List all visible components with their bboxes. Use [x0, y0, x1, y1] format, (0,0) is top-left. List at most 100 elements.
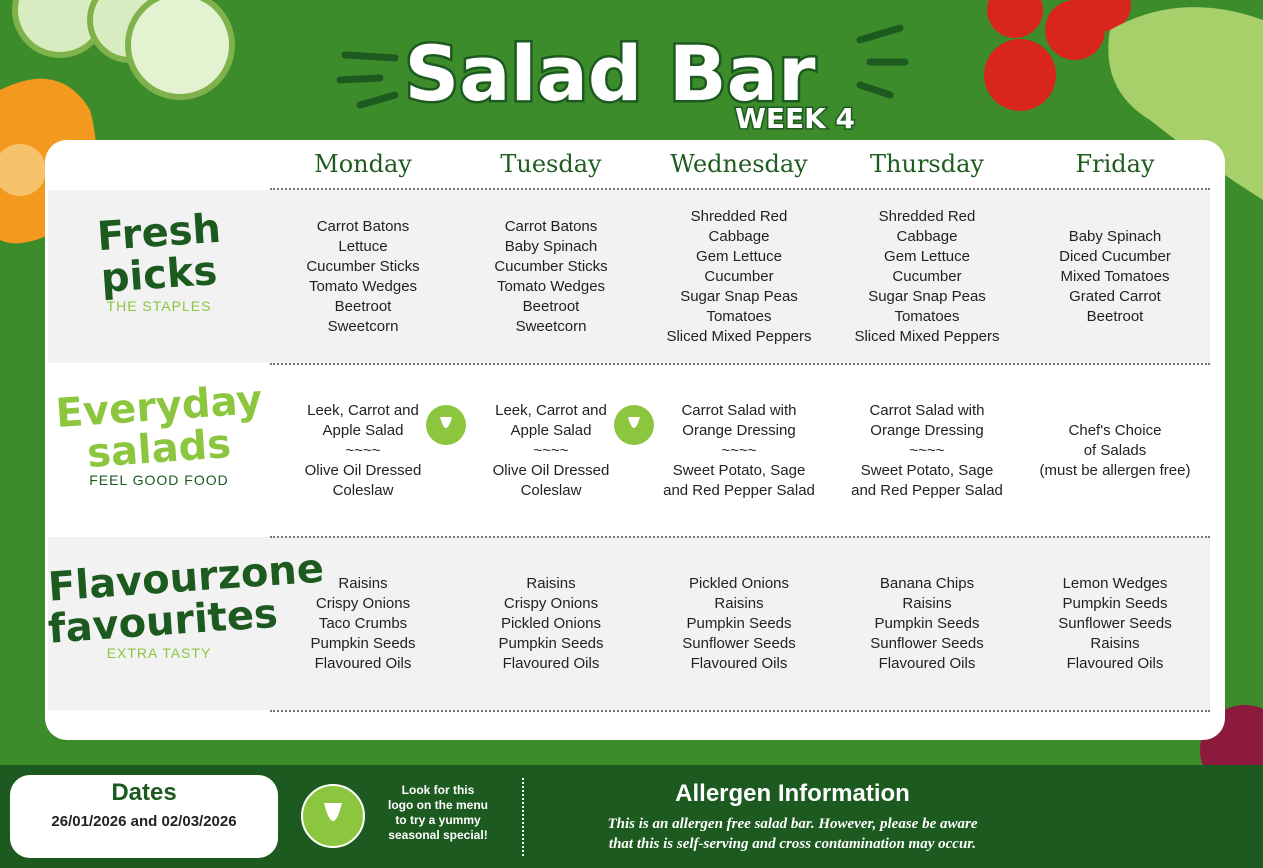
- title: Salad Bar: [405, 29, 816, 118]
- section-tagline: FEEL GOOD FOOD: [89, 472, 229, 488]
- menu-item: Banana Chips: [879, 574, 975, 592]
- day-heading: Thursday: [870, 150, 984, 178]
- menu-item: Raisins: [1090, 634, 1140, 652]
- menu-item: Sliced Mixed Peppers: [666, 327, 812, 345]
- section-tagline: EXTRA TASTY: [106, 645, 212, 661]
- allergen-title: Allergen Information: [675, 780, 910, 807]
- menu-item: Shredded Red: [878, 207, 976, 225]
- subtitle: WEEK 4: [735, 102, 855, 135]
- menu-item: Beetroot: [1086, 307, 1144, 325]
- logo-note-line: seasonal special!: [388, 828, 488, 842]
- menu-item: Lettuce: [338, 237, 388, 255]
- menu-item: and Red Pepper Salad: [663, 481, 815, 499]
- menu-item: Sweetcorn: [327, 317, 399, 335]
- menu-item: and Red Pepper Salad: [851, 481, 1003, 499]
- menu-item: Sunflower Seeds: [870, 634, 984, 652]
- menu-item: Pickled Onions: [688, 574, 790, 592]
- dates: 26/01/2026 and 02/03/2026: [51, 813, 237, 830]
- dates-box: Dates 26/01/2026 and 02/03/2026: [10, 775, 278, 858]
- footer-divider: [522, 778, 524, 856]
- menu-item: Leek, Carrot and: [495, 401, 607, 419]
- menu-item: Pickled Onions: [500, 614, 602, 632]
- menu-cell: Carrot Batons Lettuce Cucumber Sticks Tomat…: [269, 190, 457, 363]
- menu-item: Sugar Snap Peas: [868, 287, 986, 305]
- menu-item: Flavoured Oils: [314, 654, 412, 672]
- menu-item: Orange Dressing: [682, 421, 796, 439]
- menu-item: Cabbage: [708, 227, 770, 245]
- menu-item: Raisins: [902, 594, 952, 612]
- menu-item: Apple Salad: [510, 421, 592, 439]
- menu-item: (must be allergen free): [1039, 461, 1191, 479]
- menu-item: Orange Dressing: [870, 421, 984, 439]
- menu-item: Flavoured Oils: [690, 654, 788, 672]
- menu-item: Pumpkin Seeds: [1062, 594, 1168, 612]
- menu-item: Grated Carrot: [1069, 287, 1161, 305]
- menu-item: Pumpkin Seeds: [686, 614, 792, 632]
- menu-item: Baby Spinach: [1068, 227, 1162, 245]
- menu-item: Flavoured Oils: [1066, 654, 1164, 672]
- menu-cell: Raisins Crispy Onions Pickled Onions Pumpki…: [457, 537, 645, 710]
- menu-item: Coleslaw: [520, 481, 582, 499]
- allergen-text: This is an allergen free salad bar. Howe…: [530, 814, 1055, 854]
- menu-item: Cucumber: [892, 267, 962, 285]
- menu-cell: Raisins Crispy Onions Taco Crumbs Pumpkin S…: [269, 537, 457, 710]
- menu-item: Raisins: [714, 594, 764, 612]
- special-logo: [301, 784, 365, 848]
- menu-cell: Banana Chips Raisins Pumpkin Seeds Sunflowe…: [833, 537, 1021, 710]
- menu-item: Coleslaw: [332, 481, 394, 499]
- menu-item: Tomato Wedges: [496, 277, 606, 295]
- logo-note-line: Look for this: [401, 783, 475, 797]
- menu-item: Lemon Wedges: [1062, 574, 1168, 592]
- menu-item: Carrot Batons: [504, 217, 598, 235]
- menu-item: Tomato Wedges: [308, 277, 418, 295]
- menu-item: ~~~~: [533, 441, 569, 459]
- menu-cell: Leek, Carrot and Apple Salad ~~~~ Olive Oil…: [457, 364, 645, 537]
- menu-item: Flavoured Oils: [502, 654, 600, 672]
- menu-item: Pumpkin Seeds: [498, 634, 604, 652]
- section-tagline: THE STAPLES: [106, 298, 212, 314]
- menu-item: Sugar Snap Peas: [680, 287, 798, 305]
- menu-cell: Carrot Salad with Orange Dressing ~~~~ Swee…: [645, 364, 833, 537]
- menu-item: Mixed Tomatoes: [1060, 267, 1170, 285]
- day-heading: Tuesday: [500, 150, 602, 178]
- menu-item: Tomatoes: [894, 307, 960, 325]
- menu-cell: Shredded Red Cabbage Gem Lettuce Cucumber Su…: [645, 190, 833, 363]
- menu-item: Beetroot: [334, 297, 392, 315]
- divider: [270, 710, 1210, 712]
- menu-item: Sunflower Seeds: [682, 634, 796, 652]
- menu-item: Raisins: [338, 574, 388, 592]
- divider: [270, 363, 1210, 365]
- menu-item: Olive Oil Dressed: [492, 461, 610, 479]
- allergen-line: This is an allergen free salad bar. Howe…: [607, 816, 978, 832]
- menu-item: of Salads: [1083, 441, 1147, 459]
- menu-item: ~~~~: [909, 441, 945, 459]
- menu-item: Tomatoes: [706, 307, 772, 325]
- logo-note-line: logo on the menu: [388, 798, 488, 812]
- menu-cell: Leek, Carrot and Apple Salad ~~~~ Olive Oil…: [269, 364, 457, 537]
- menu-item: Pumpkin Seeds: [310, 634, 416, 652]
- menu-item: Baby Spinach: [504, 237, 598, 255]
- menu-item: Carrot Batons: [316, 217, 410, 235]
- menu-item: Chef's Choice: [1068, 421, 1162, 439]
- divider: [270, 188, 1210, 190]
- dates-title: Dates: [111, 779, 177, 806]
- menu-item: Apple Salad: [322, 421, 404, 439]
- day-heading: Wednesday: [670, 150, 808, 178]
- menu-cell: Baby Spinach Diced Cucumber Mixed Tomatoes…: [1021, 190, 1209, 363]
- title-art: Salad Bar WEEK 4: [402, 27, 857, 137]
- menu-item: Sweet Potato, Sage: [672, 461, 806, 479]
- menu-item: ~~~~: [721, 441, 757, 459]
- menu-item: Cabbage: [896, 227, 958, 245]
- menu-item: Beetroot: [522, 297, 580, 315]
- menu-item: Crispy Onions: [315, 594, 411, 612]
- menu-item: Leek, Carrot and: [307, 401, 419, 419]
- row-band: [48, 537, 1210, 710]
- menu-item: ~~~~: [345, 441, 381, 459]
- menu-item: Olive Oil Dressed: [304, 461, 422, 479]
- menu-cell: Carrot Salad with Orange Dressing ~~~~ Swee…: [833, 364, 1021, 537]
- menu-cell: Lemon Wedges Pumpkin Seeds Sunflower Seeds…: [1021, 537, 1209, 710]
- menu-item: Crispy Onions: [503, 594, 599, 612]
- menu-item: Sweetcorn: [515, 317, 587, 335]
- menu-cell: Shredded Red Cabbage Gem Lettuce Cucumber Su…: [833, 190, 1021, 363]
